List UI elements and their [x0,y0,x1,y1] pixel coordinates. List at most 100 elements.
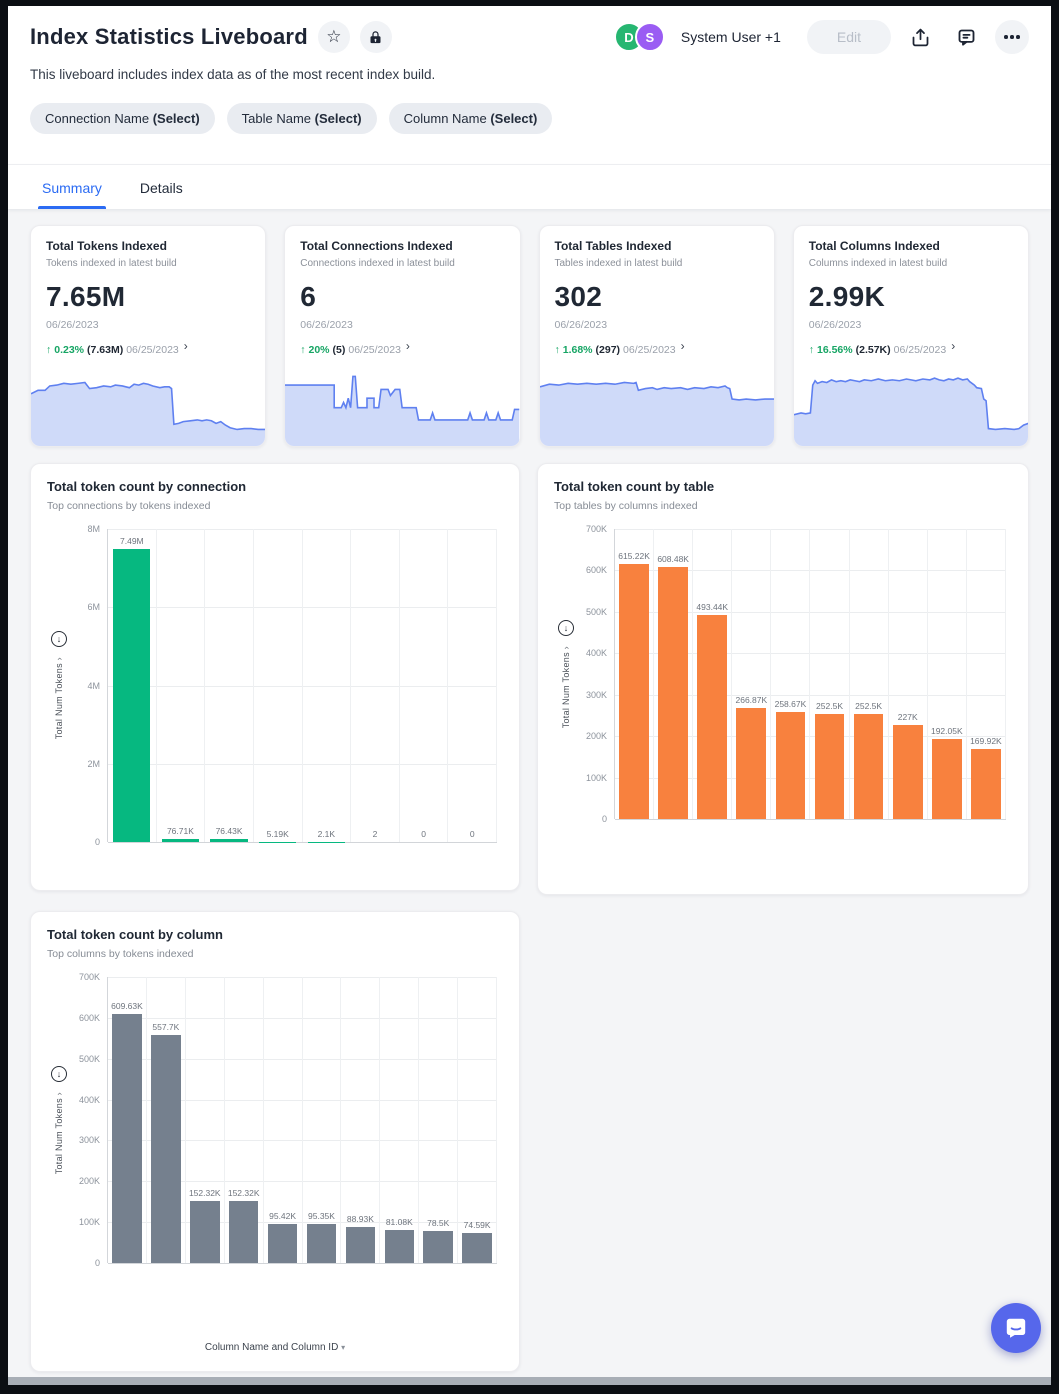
sort-descending-button[interactable]: ↓ [558,619,574,636]
favorite-button[interactable]: ☆ [317,21,350,53]
y-axis-column: ↓ Total Num Tokens › [47,529,71,842]
y-tick-label: 4M [87,680,100,691]
x-axis-label[interactable]: Column Name and Column ID ▾ [47,1328,503,1361]
bar[interactable] [161,839,199,842]
filter-connection-name[interactable]: Connection Name (Select) [30,103,215,134]
bar-value-label: 74.59K [463,1219,491,1230]
y-tick-label: 400K [78,1094,100,1105]
bar-value-label: 2.1K [317,828,336,839]
tab-summary[interactable]: Summary [38,165,106,209]
tab-details[interactable]: Details [139,180,183,196]
bar[interactable] [658,566,688,819]
y-axis-ticks: 700K 600K 500K 400K 300K 200K 100K 0 [578,524,614,824]
bar-value-label: 192.05K [930,726,963,737]
x-axis-label-text: Column Name and Column ID [204,1342,339,1353]
bar[interactable] [736,708,767,819]
y-tick-label: 500K [585,606,607,617]
more-options-button[interactable] [995,20,1029,54]
ellipsis-icon [1004,35,1008,39]
share-icon [912,28,928,46]
kpi-card[interactable]: Total Tokens Indexed Tokens indexed in l… [30,225,267,447]
y-axis-title[interactable]: Total Num Tokens › [561,646,571,728]
y-tick-label: 0 [601,814,607,824]
chart-card[interactable]: Total token count by table Top tables by… [537,463,1029,895]
bar[interactable] [228,1200,259,1263]
bar[interactable] [189,1200,220,1263]
bar-slot: 0 [448,529,497,842]
bar[interactable] [814,714,845,819]
y-axis-ticks: 8M 6M 4M 2M 0 [71,524,107,847]
kpi-card[interactable]: Total Tables Indexed Tables indexed in l… [538,225,775,447]
bar-value-label: 76.43K [215,826,243,837]
kpi-trend[interactable]: ↑ 1.68% (297) 06/25/2023 › [555,339,759,357]
lock-button[interactable] [359,21,392,53]
kpi-trend[interactable]: ↑ 20% (5) 06/25/2023 › [300,339,504,357]
bar[interactable] [210,839,248,842]
bar[interactable] [775,711,806,819]
kpi-trend[interactable]: ↑ 16.56% (2.57K) 06/25/2023 › [809,339,1013,357]
comment-icon [958,29,974,46]
chart-card[interactable]: Total token count by connection Top conn… [30,463,520,891]
charts-row-2: Total token count by column Top columns … [30,911,1029,1372]
y-axis-column: ↓ Total Num Tokens › [554,529,578,819]
chat-launcher-button[interactable] [991,1303,1041,1353]
y-axis-title[interactable]: Total Num Tokens › [54,657,64,739]
chart-body: ↓ Total Num Tokens › 8M 6M 4M 2M 0 7.49M 76.7… [47,524,503,847]
bar[interactable] [892,724,923,819]
bar[interactable] [151,1035,181,1263]
chart-subtitle: Top columns by tokens indexed [47,948,194,960]
chart-card[interactable]: Total token count by column Top columns … [30,911,520,1372]
bar[interactable] [113,548,151,842]
bar[interactable] [112,1013,142,1263]
trend-percent: 20% [308,344,330,356]
bar-slot: 76.43K [205,529,254,842]
kpi-card[interactable]: Total Connections Indexed Connections in… [284,225,521,447]
edit-button[interactable]: Edit [806,20,891,54]
bar[interactable] [384,1229,415,1263]
kpi-card[interactable]: Total Columns Indexed Columns indexed in… [792,225,1029,447]
y-tick-label: 200K [585,731,607,742]
bar-value-label: 152.32K [188,1187,221,1198]
plot-area: 609.63K 557.7K 152.32K 152.32K 95.42K 95.35K 8… [107,977,498,1264]
bar-value-label: 95.42K [269,1211,297,1222]
bar-slot: 169.92K [967,529,1006,819]
comment-button[interactable] [949,20,983,54]
bar[interactable] [971,748,1001,819]
kpi-subtitle: Columns indexed in latest build [808,258,948,269]
bar[interactable] [697,614,728,819]
kpi-trend[interactable]: ↑ 0.23% (7.63M) 06/25/2023 › [46,339,250,357]
bar[interactable] [462,1232,492,1263]
kpi-title: Total Columns Indexed [808,239,940,253]
bar[interactable] [931,739,962,819]
y-tick-label: 100K [585,772,607,783]
sort-descending-button[interactable]: ↓ [51,1065,67,1082]
bar[interactable] [267,1224,298,1263]
bar-slot: 74.59K [458,977,498,1263]
bar[interactable] [853,714,884,819]
trend-previous-date: 06/25/2023 [348,344,401,356]
filter-table-name[interactable]: Table Name (Select) [226,103,377,134]
bar-slot: 615.22K [615,529,655,819]
bar[interactable] [423,1230,453,1263]
bar[interactable] [345,1226,376,1263]
y-tick-label: 600K [585,565,607,576]
sort-descending-button[interactable]: ↓ [51,631,67,648]
trend-previous-value: (2.57K) [855,344,891,356]
bar[interactable] [306,1224,337,1263]
y-axis-column: ↓ Total Num Tokens › [47,977,71,1263]
kpi-date: 06/26/2023 [46,319,99,331]
filter-column-name[interactable]: Column Name (Select) [388,103,553,134]
filter-bar: Connection Name (Select) Table Name (Sel… [30,103,1029,134]
bar-slot: 95.42K [264,977,303,1263]
y-tick-label: 200K [78,1176,100,1187]
bar-value-label: 609.63K [111,1000,143,1011]
chart-body: ↓ Total Num Tokens › 700K 600K 500K 400K 300… [47,972,503,1268]
y-axis-title[interactable]: Total Num Tokens › [54,1092,64,1174]
share-button[interactable] [903,20,937,54]
chart-subtitle: Top tables by columns indexed [554,500,698,512]
kpi-value: 7.65M [46,281,126,312]
bar[interactable] [619,564,649,819]
avatar[interactable]: S [634,22,665,52]
bar-value-label: 7.49M [120,535,144,546]
